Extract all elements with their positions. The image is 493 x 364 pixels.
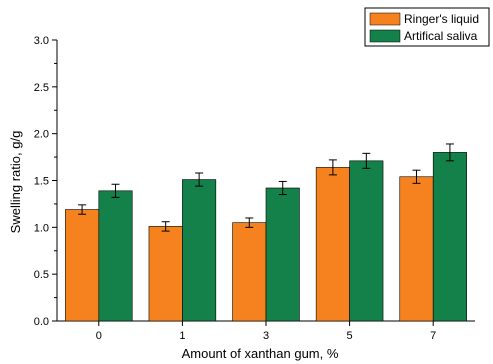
legend-swatch-artifical-saliva bbox=[369, 29, 401, 43]
y-tick-label: 0.5 bbox=[34, 269, 49, 281]
bar bbox=[65, 209, 100, 322]
x-tick-label: 0 bbox=[96, 330, 102, 342]
plot-area: 0.0 0.5 1.0 1.5 2.0 2.5 3.0 0 1 3 5 7 bbox=[34, 35, 475, 342]
x-tick-label: 5 bbox=[347, 330, 353, 342]
legend-label-ringers-liquid: Ringer's liquid bbox=[404, 12, 479, 26]
bars-group bbox=[65, 143, 467, 322]
bar bbox=[399, 176, 434, 322]
bar bbox=[148, 226, 183, 322]
bar bbox=[349, 160, 384, 322]
x-tick-label: 7 bbox=[430, 330, 436, 342]
bar bbox=[265, 187, 300, 322]
y-axis-title: Swelling ratio, g/g bbox=[8, 131, 23, 234]
y-tick-label: 0.0 bbox=[34, 316, 49, 328]
y-tick-label: 2.0 bbox=[34, 129, 49, 141]
legend-label-artifical-saliva: Artifical saliva bbox=[404, 29, 478, 43]
bar bbox=[315, 167, 350, 322]
x-tick-label: 3 bbox=[263, 330, 269, 342]
x-axis-title: Amount of xanthan gum, % bbox=[182, 346, 339, 361]
y-tick-label: 1.0 bbox=[34, 222, 49, 234]
bar bbox=[182, 179, 217, 322]
y-tick-label: 3.0 bbox=[34, 35, 49, 47]
y-axis-ticks: 0.0 0.5 1.0 1.5 2.0 2.5 3.0 bbox=[34, 35, 57, 328]
bar bbox=[98, 190, 133, 322]
y-tick-label: 1.5 bbox=[34, 176, 49, 188]
bar bbox=[232, 222, 267, 322]
x-axis-ticks: 0 1 3 5 7 bbox=[96, 321, 436, 342]
y-tick-label: 2.5 bbox=[34, 82, 49, 94]
x-tick-label: 1 bbox=[179, 330, 185, 342]
bar bbox=[432, 152, 467, 322]
legend: Ringer's liquid Artifical saliva bbox=[364, 7, 490, 47]
legend-swatch-ringers-liquid bbox=[369, 12, 401, 26]
